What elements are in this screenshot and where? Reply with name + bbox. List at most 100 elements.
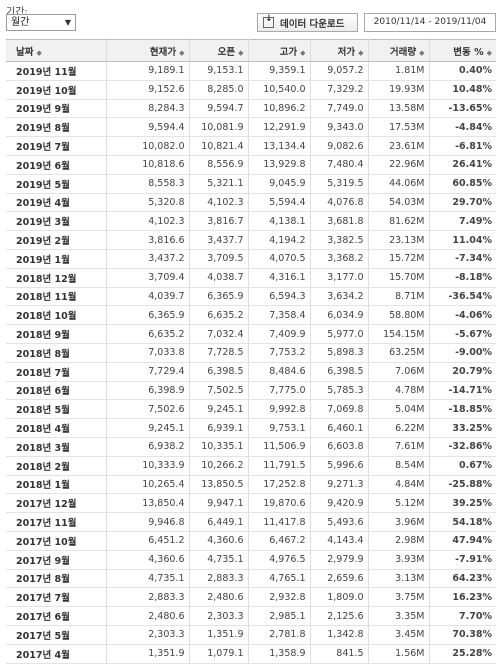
cell-change: 33.25% — [429, 418, 496, 438]
cell-high: 4,070.5 — [248, 249, 311, 269]
cell-open: 3,437.7 — [189, 230, 249, 250]
cell-volume: 5.12M — [368, 493, 430, 514]
cell-low: 7,480.4 — [310, 155, 369, 175]
sort-icon: ◆ — [358, 48, 364, 57]
col-header-date[interactable]: 날짜 ◆ — [6, 39, 107, 62]
cell-high: 11,791.5 — [248, 456, 311, 476]
cell-close: 9,594.4 — [106, 117, 190, 138]
cell-volume: 3.45M — [368, 625, 430, 645]
cell-high: 9,992.8 — [248, 399, 311, 420]
sort-icon: ◆ — [36, 48, 42, 57]
cell-low: 2,659.6 — [310, 569, 369, 589]
cell-date: 2019년 4월 — [6, 193, 107, 213]
table-row: 2019년 9월 8,284.3 9,594.7 10,896.2 7,749.0 13.… — [6, 99, 496, 119]
cell-close: 8,558.3 — [106, 174, 190, 194]
cell-open: 4,102.3 — [189, 193, 249, 213]
cell-change: 26.41% — [429, 155, 496, 175]
cell-change: -7.34% — [429, 249, 496, 269]
cell-high: 10,540.0 — [248, 80, 311, 100]
cell-volume: 5.04M — [368, 399, 430, 420]
col-header-change[interactable]: 변동 % ◆ — [429, 39, 496, 62]
cell-low: 5,977.0 — [310, 324, 369, 344]
cell-low: 9,420.9 — [310, 493, 369, 514]
cell-close: 7,729.4 — [106, 362, 190, 382]
cell-low: 6,398.5 — [310, 362, 369, 382]
sort-icon: ◆ — [419, 48, 425, 57]
table-row: 2019년 2월 3,816.6 3,437.7 4,194.2 3,382.5 23.1… — [6, 230, 496, 250]
cell-low: 3,177.0 — [310, 268, 369, 288]
cell-date: 2019년 9월 — [6, 99, 107, 119]
cell-low: 9,057.2 — [310, 61, 369, 81]
cell-change: 10.48% — [429, 80, 496, 100]
data-download-button[interactable]: 데이터 다운로드 — [257, 13, 358, 32]
col-header-low[interactable]: 저가 ◆ — [310, 39, 369, 62]
cell-close: 6,398.9 — [106, 381, 190, 401]
cell-open: 6,635.2 — [189, 305, 249, 326]
cell-change: -14.71% — [429, 381, 496, 401]
cell-high: 9,045.9 — [248, 174, 311, 194]
cell-low: 7,069.8 — [310, 399, 369, 420]
cell-change: -5.67% — [429, 324, 496, 344]
table-row: 2019년 1월 3,437.2 3,709.5 4,070.5 3,368.2 15.7… — [6, 249, 496, 269]
cell-date: 2018년 3월 — [6, 437, 107, 457]
cell-volume: 6.22M — [368, 418, 430, 438]
cell-change: -13.65% — [429, 99, 496, 119]
table-row: 2018년 4월 9,245.1 6,939.1 9,753.1 6,460.1 6.22… — [6, 418, 496, 438]
table-row: 2018년 6월 6,398.9 7,502.5 7,775.0 5,785.3 4.78… — [6, 381, 496, 401]
cell-close: 9,152.6 — [106, 80, 190, 100]
period-select[interactable]: 월간 ▼ — [6, 14, 76, 31]
cell-change: 64.23% — [429, 569, 496, 589]
cell-high: 7,775.0 — [248, 381, 311, 401]
cell-date: 2019년 10월 — [6, 80, 107, 100]
date-range-input[interactable]: 2010/11/14 - 2019/11/04 — [364, 13, 496, 32]
cell-volume: 17.53M — [368, 117, 430, 138]
cell-open: 4,360.6 — [189, 531, 249, 551]
cell-volume: 15.70M — [368, 268, 430, 288]
table-row: 2019년 4월 5,320.8 4,102.3 5,594.4 4,076.8 54.0… — [6, 193, 496, 213]
table-row: 2018년 3월 6,938.2 10,335.1 11,506.9 6,603.8 7.… — [6, 437, 496, 457]
col-header-high[interactable]: 고가 ◆ — [248, 39, 311, 62]
cell-change: -36.54% — [429, 287, 496, 307]
col-header-volume[interactable]: 거래량 ◆ — [368, 39, 430, 62]
cell-open: 10,081.9 — [189, 117, 249, 138]
cell-close: 4,039.7 — [106, 287, 190, 307]
cell-date: 2017년 7월 — [6, 587, 107, 608]
cell-open: 10,335.1 — [189, 437, 249, 457]
cell-volume: 44.06M — [368, 174, 430, 194]
cell-open: 10,266.2 — [189, 456, 249, 476]
cell-change: -7.91% — [429, 550, 496, 570]
cell-low: 2,125.6 — [310, 606, 369, 626]
cell-change: 47.94% — [429, 531, 496, 551]
cell-date: 2019년 5월 — [6, 174, 107, 194]
table-row: 2019년 8월 9,594.4 10,081.9 12,291.9 9,343.0 17… — [6, 117, 496, 138]
cell-high: 2,932.8 — [248, 587, 311, 608]
cell-volume: 8.54M — [368, 456, 430, 476]
cell-high: 4,138.1 — [248, 211, 311, 232]
cell-low: 9,343.0 — [310, 117, 369, 138]
cell-open: 6,365.9 — [189, 287, 249, 307]
cell-high: 7,358.4 — [248, 305, 311, 326]
cell-high: 4,976.5 — [248, 550, 311, 570]
cell-close: 9,946.8 — [106, 512, 190, 532]
cell-date: 2018년 11월 — [6, 287, 107, 307]
cell-change: 20.79% — [429, 362, 496, 382]
cell-low: 4,143.4 — [310, 531, 369, 551]
col-header-open[interactable]: 오픈 ◆ — [189, 39, 249, 62]
cell-close: 10,333.9 — [106, 456, 190, 476]
col-header-close[interactable]: 현재가 ◆ — [106, 39, 190, 62]
cell-open: 2,303.3 — [189, 606, 249, 626]
cell-date: 2018년 12월 — [6, 268, 107, 288]
cell-date: 2019년 8월 — [6, 117, 107, 138]
cell-change: -25.88% — [429, 475, 496, 495]
cell-volume: 19.93M — [368, 80, 430, 100]
sort-icon: ◆ — [300, 48, 306, 57]
cell-volume: 7.06M — [368, 362, 430, 382]
cell-change: -4.84% — [429, 117, 496, 138]
cell-open: 1,079.1 — [189, 644, 249, 664]
table-row: 2019년 5월 8,558.3 5,321.1 9,045.9 5,319.5 44.0… — [6, 174, 496, 194]
cell-low: 841.5 — [310, 644, 369, 664]
cell-open: 10,821.4 — [189, 136, 249, 156]
cell-high: 4,765.1 — [248, 569, 311, 589]
cell-open: 7,502.5 — [189, 381, 249, 401]
cell-date: 2017년 5월 — [6, 625, 107, 645]
